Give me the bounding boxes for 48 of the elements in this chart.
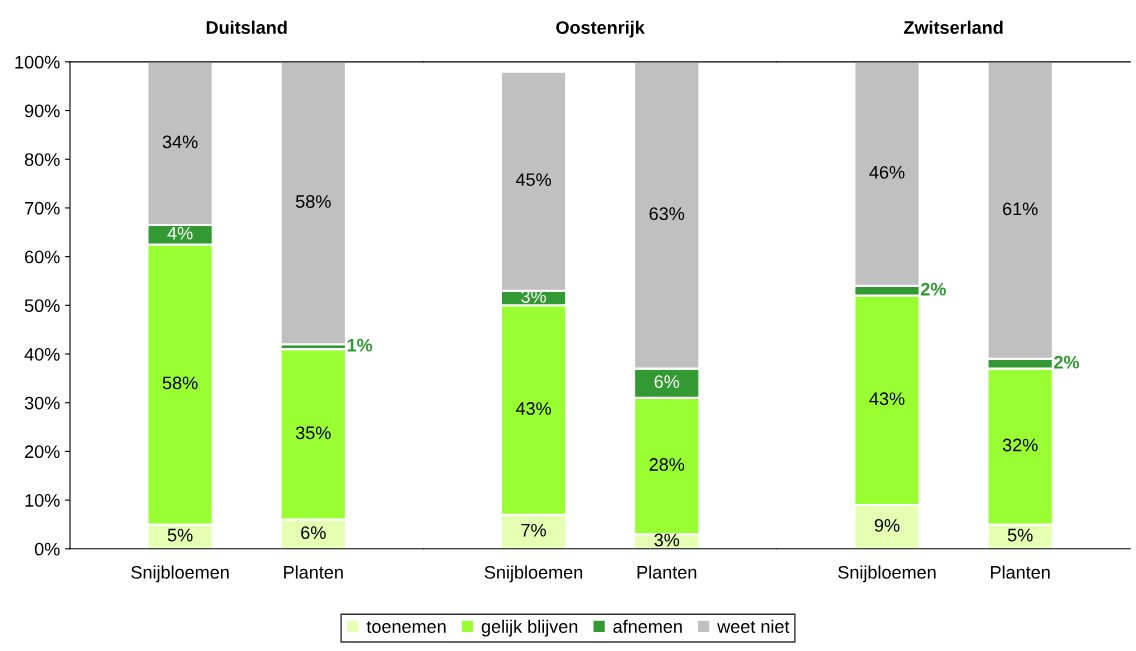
data-label: 5% xyxy=(167,528,193,542)
data-label: 43% xyxy=(869,392,905,406)
y-tick-label: 80% xyxy=(24,153,60,166)
data-label: 58% xyxy=(295,195,331,208)
legend-label: weet niet xyxy=(717,619,790,633)
data-label: 45% xyxy=(515,173,551,186)
chart-title: Zwitserland xyxy=(903,20,1003,34)
data-label: 2% xyxy=(1054,355,1080,369)
y-tick-label: 0% xyxy=(34,542,60,556)
x-tick-label: Planten xyxy=(637,565,697,579)
data-label: 4% xyxy=(167,226,193,240)
x-tick-label: Snijbloemen xyxy=(131,565,229,583)
y-tick-label: 50% xyxy=(24,299,60,313)
chart-title: Duitsland xyxy=(206,20,287,34)
y-tick-label: 70% xyxy=(25,201,60,215)
data-label: 43% xyxy=(515,402,551,415)
x-tick-label: Planten xyxy=(991,565,1050,579)
data-label: 2% xyxy=(920,282,946,296)
data-label: 63% xyxy=(649,207,685,221)
y-tick-label: 20% xyxy=(25,445,60,459)
chart-title: Oostenrijk xyxy=(556,20,645,38)
data-label: 6% xyxy=(654,375,680,389)
x-tick-label: Planten xyxy=(284,565,343,579)
y-tick-label: 90% xyxy=(24,104,60,118)
data-label: 3% xyxy=(654,533,680,547)
data-label: 32% xyxy=(1002,438,1038,452)
data-label: 46% xyxy=(869,165,905,179)
data-label: 61% xyxy=(1003,202,1038,216)
data-label: 34% xyxy=(162,135,198,149)
data-label: 9% xyxy=(874,518,900,532)
data-label: 1% xyxy=(347,338,373,352)
y-tick-label: 10% xyxy=(25,494,60,507)
legend-label: gelijk blijven xyxy=(481,619,578,637)
data-label: 58% xyxy=(162,376,198,390)
data-label: 35% xyxy=(295,426,331,440)
data-label: 5% xyxy=(1007,528,1033,542)
data-label: 28% xyxy=(649,458,685,471)
legend-label: afnemen xyxy=(613,619,682,633)
y-tick-label: 100% xyxy=(15,55,60,69)
y-tick-label: 40% xyxy=(24,347,60,361)
y-tick-label: 60% xyxy=(25,250,60,264)
data-label: 7% xyxy=(521,523,546,537)
bar xyxy=(279,61,347,346)
x-tick-label: Snijbloemen xyxy=(838,565,936,583)
x-tick-label: Snijbloemen xyxy=(484,565,583,583)
legend-label: toenemen xyxy=(366,621,446,633)
y-tick-label: 30% xyxy=(24,396,60,410)
data-label: 6% xyxy=(301,526,326,540)
